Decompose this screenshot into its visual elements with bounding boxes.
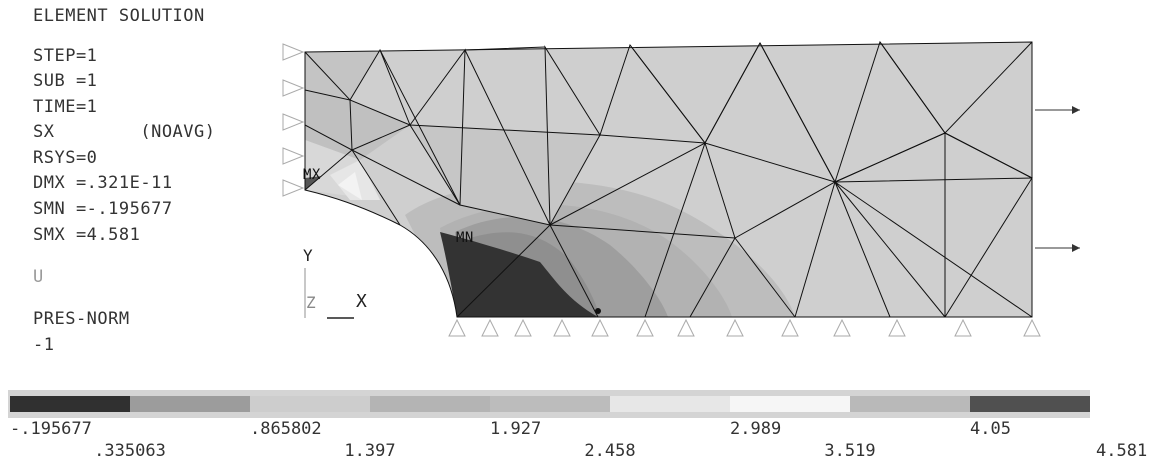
smn-line: SMN =-.195677: [33, 199, 173, 219]
pressure-arrows: [1035, 106, 1080, 252]
legend-swatch-6: [730, 396, 850, 412]
legend-label-bottom-0: .335063: [94, 441, 166, 461]
dmx-line: DMX =.321E-11: [33, 173, 173, 193]
smx-line: SMX =4.581: [33, 225, 141, 245]
mesh-edges: [304, 40, 1033, 318]
max-marker-label: MX: [303, 167, 321, 183]
legend-label-bottom-2: 2.458: [584, 441, 636, 461]
legend-label-bottom-1: 1.397: [344, 441, 396, 461]
legend-label-top-0: -.195677: [10, 419, 92, 439]
legend-swatch-7: [850, 396, 970, 412]
triad-x-label: X: [356, 291, 367, 312]
patch-upper-e: [338, 172, 362, 200]
u-label: U: [33, 267, 44, 287]
legend-swatch-2: [250, 396, 370, 412]
triad-lines: [304, 268, 354, 319]
legend-swatch-8: [970, 396, 1090, 412]
pres-norm-value: -1: [33, 335, 55, 355]
pres-norm-label: PRES-NORM: [33, 309, 130, 329]
patch-upper-a: [305, 50, 380, 100]
min-stress-zone: [440, 232, 598, 317]
legend-label-bottom-4: 4.581: [1096, 441, 1148, 461]
legend-swatch-0: [10, 396, 130, 412]
min-node-dot: [595, 308, 601, 314]
legend-swatch-3: [370, 396, 490, 412]
step-line: STEP=1: [33, 46, 98, 66]
triad-z-label: Z: [306, 293, 316, 312]
legend-label-top-3: 2.989: [730, 419, 782, 439]
triad-y-label: Y: [303, 246, 313, 265]
bottom-constraint-symbols: [448, 318, 1041, 337]
sx-line: SX (NOAVG): [33, 122, 216, 142]
rsys-line: RSYS=0: [33, 148, 98, 168]
left-constraint-symbols: [282, 43, 305, 197]
legend-label-top-1: .865802: [250, 419, 322, 439]
patch-upper-b: [305, 90, 410, 160]
sub-line: SUB =1: [33, 71, 98, 91]
legend-label-top-4: 4.05: [970, 419, 1011, 439]
min-marker-label: MN: [456, 230, 474, 246]
legend-swatch-5: [610, 396, 730, 412]
plot-title: ELEMENT SOLUTION: [33, 6, 205, 26]
legend-swatch-1: [130, 396, 250, 412]
legend-swatch-4: [490, 396, 610, 412]
contour-legend-bar: [8, 390, 1090, 418]
legend-label-bottom-3: 3.519: [824, 441, 876, 461]
time-line: TIME=1: [33, 97, 98, 117]
legend-label-top-2: 1.927: [490, 419, 542, 439]
